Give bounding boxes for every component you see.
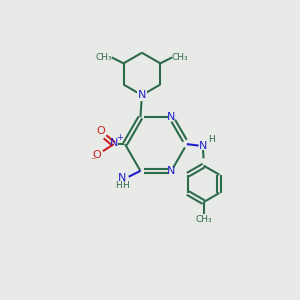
- Text: CH₃: CH₃: [195, 215, 212, 224]
- Text: CH₃: CH₃: [95, 53, 112, 62]
- Text: N: N: [199, 141, 207, 151]
- Text: N: N: [138, 90, 146, 100]
- Text: H: H: [115, 181, 122, 190]
- Text: N: N: [167, 166, 176, 176]
- Text: +: +: [116, 133, 123, 142]
- Text: H: H: [208, 135, 214, 144]
- Text: H: H: [122, 181, 129, 190]
- Text: O: O: [97, 126, 105, 136]
- Text: N: N: [110, 138, 118, 148]
- Text: ⁻: ⁻: [90, 156, 95, 166]
- Text: CH₃: CH₃: [172, 53, 188, 62]
- Text: N: N: [118, 173, 126, 183]
- Text: N: N: [167, 112, 176, 122]
- Text: O: O: [93, 150, 101, 160]
